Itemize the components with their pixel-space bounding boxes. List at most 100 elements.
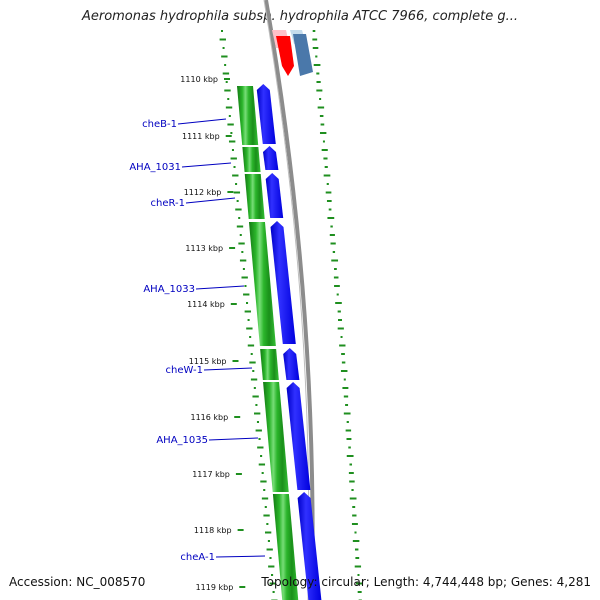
- gc-dot: [269, 582, 276, 585]
- gc-dot: [346, 438, 352, 440]
- gene-labels: cheB-1 AHA_1031 cheR-1 AHA_1033 cheW-1 AHA_10…: [129, 118, 266, 563]
- gc-dot: [323, 174, 331, 177]
- map-title: Aeromonas hydrophila subsp. hydrophila A…: [81, 9, 519, 24]
- gc-dot: [245, 302, 249, 304]
- accession-text: Accession: NC_008570: [9, 575, 146, 589]
- gc-dot: [252, 395, 259, 398]
- genome-stats-text: Topology: circular; Length: 4,744,448 bp…: [261, 575, 591, 589]
- gc-dot: [349, 480, 355, 483]
- gc-dot: [339, 344, 346, 347]
- gene-label-connector: [208, 437, 259, 441]
- gc-dot: [319, 115, 324, 117]
- gc-dot: [343, 378, 346, 381]
- orf-band: [260, 349, 279, 380]
- gc-dot: [338, 319, 343, 321]
- gc-dot: [267, 540, 270, 542]
- gene-label: AHA_1033: [143, 284, 195, 295]
- gc-dot: [225, 81, 228, 83]
- gc-dot: [235, 208, 242, 211]
- gc-dot: [266, 548, 273, 551]
- gc-dot: [225, 106, 233, 109]
- gc-dot: [222, 72, 230, 75]
- orf-band: [242, 147, 261, 172]
- orf-band: [248, 222, 276, 346]
- gc-dot: [323, 157, 328, 160]
- gc-dot: [330, 225, 333, 228]
- gc-dot: [324, 166, 328, 168]
- gc-dot: [341, 361, 346, 364]
- gc-dot: [346, 421, 349, 423]
- cds-forward-arrows: [256, 84, 322, 600]
- gc-dot: [355, 557, 360, 559]
- gc-dot: [238, 242, 245, 245]
- gc-dot: [321, 149, 328, 151]
- gc-dot: [330, 242, 336, 245]
- gc-dot: [227, 98, 230, 100]
- gc-dot: [348, 446, 351, 449]
- gc-dot: [224, 64, 227, 66]
- orf-band: [263, 382, 289, 492]
- gc-dot: [230, 132, 233, 134]
- kbp-label: 1114 kbp: [187, 300, 225, 309]
- gc-dot: [231, 149, 234, 151]
- gc-dot: [256, 421, 260, 423]
- gc-dot: [329, 234, 335, 236]
- gc-dot: [260, 455, 263, 457]
- gc-dot: [357, 591, 362, 593]
- gene-label-connector: [181, 162, 232, 168]
- gc-dot: [316, 81, 321, 83]
- gc-dot: [319, 132, 327, 134]
- gc-dot: [349, 463, 353, 466]
- orf-band: [272, 494, 299, 600]
- gc-dot: [255, 429, 262, 432]
- kbp-label: 1112 kbp: [184, 188, 222, 197]
- gc-dot: [340, 370, 348, 372]
- cds-arrow: [263, 146, 279, 170]
- rna-feature-red: [276, 36, 294, 76]
- gc-dot: [320, 123, 325, 126]
- gc-dot: [334, 285, 340, 287]
- gc-dot: [233, 191, 241, 194]
- gc-dot: [268, 565, 275, 568]
- gc-dot: [349, 497, 357, 500]
- gc-dot: [270, 574, 274, 576]
- gc-dot: [258, 463, 266, 466]
- gc-dot: [263, 514, 270, 517]
- gc-dot: [326, 200, 332, 202]
- kbp-label: 1118 kbp: [194, 526, 232, 535]
- gc-dot: [355, 582, 363, 585]
- gc-dot: [258, 438, 261, 440]
- kbp-label: 1116 kbp: [190, 413, 228, 422]
- gc-dot: [252, 370, 255, 372]
- gc-skew-track-right: [312, 30, 363, 600]
- gc-dot: [261, 472, 264, 474]
- gc-dot: [239, 259, 247, 262]
- gene-label: AHA_1031: [129, 162, 181, 173]
- gc-dot: [336, 293, 339, 296]
- kbp-label: 1119 kbp: [196, 583, 234, 592]
- gc-dot: [348, 472, 354, 474]
- gc-dot: [243, 293, 250, 296]
- gc-dot: [334, 268, 337, 270]
- gc-dot: [244, 310, 251, 313]
- gc-dot: [250, 353, 253, 355]
- gene-label: cheR-1: [150, 198, 185, 209]
- gc-dot: [352, 540, 360, 542]
- gc-dot: [331, 259, 339, 262]
- gc-dot: [354, 548, 359, 551]
- gc-dot: [269, 557, 272, 559]
- gc-dot: [228, 140, 236, 143]
- gc-dot: [312, 38, 318, 41]
- gc-dot: [332, 251, 336, 253]
- kbp-label: 1117 kbp: [192, 470, 230, 479]
- gene-label: cheA-1: [180, 552, 215, 563]
- gc-dot: [328, 208, 332, 211]
- gene-label-connector: [203, 367, 253, 371]
- gc-dot: [266, 523, 269, 525]
- gc-dot: [264, 531, 272, 534]
- gc-dot: [260, 480, 267, 483]
- gc-dot: [241, 276, 248, 279]
- gc-dot: [351, 523, 358, 525]
- gc-dot: [315, 55, 318, 58]
- gc-dot: [345, 404, 349, 406]
